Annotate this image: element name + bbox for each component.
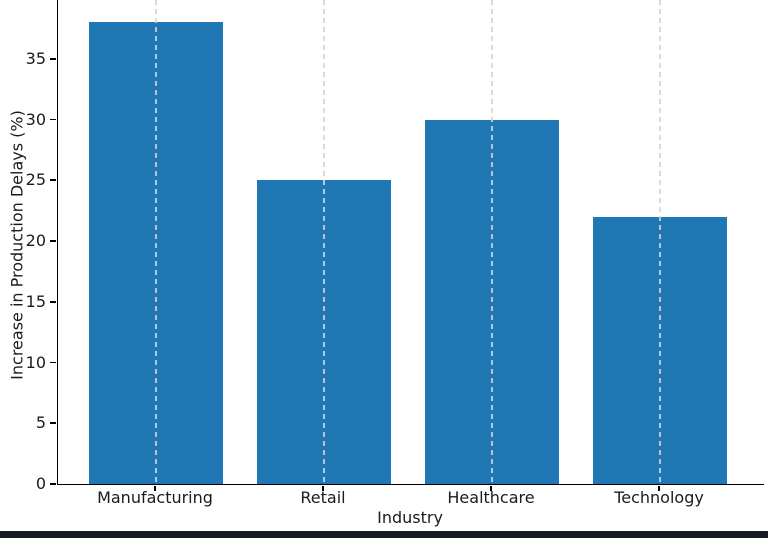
x-tick-mark <box>154 486 156 491</box>
y-tick-label: 35 <box>25 48 46 68</box>
y-tick-label: 0 <box>35 474 46 493</box>
x-tick-mark <box>490 486 492 491</box>
gridline <box>323 0 325 484</box>
x-axis-label: Industry <box>377 508 443 527</box>
y-tick-mark <box>50 118 56 121</box>
bottom-edge-strip <box>0 531 768 538</box>
y-tick-label: 10 <box>25 352 46 372</box>
x-tick-label: Technology <box>614 488 704 507</box>
y-tick-label: 15 <box>25 291 46 311</box>
x-tick-mark <box>322 486 324 491</box>
y-tick-mark <box>50 300 56 303</box>
y-tick-mark <box>50 57 56 60</box>
gridline <box>491 0 493 484</box>
y-tick-label: 25 <box>25 170 46 190</box>
y-tick-mark <box>50 483 56 485</box>
y-tick-mark <box>50 361 56 364</box>
y-tick-mark <box>50 422 56 425</box>
x-tick-mark <box>658 486 660 491</box>
gridline <box>659 0 661 484</box>
plot-area <box>57 0 764 485</box>
gridline <box>155 0 157 484</box>
x-tick-label: Retail <box>300 488 346 507</box>
y-tick-label: 30 <box>25 109 46 129</box>
x-tick-label: Healthcare <box>447 488 535 507</box>
y-tick-label: 20 <box>25 231 46 250</box>
y-tick-label: 5 <box>35 413 46 433</box>
y-tick-mark <box>50 240 56 242</box>
y-tick-mark <box>50 179 56 182</box>
x-tick-label: Manufacturing <box>97 488 213 507</box>
